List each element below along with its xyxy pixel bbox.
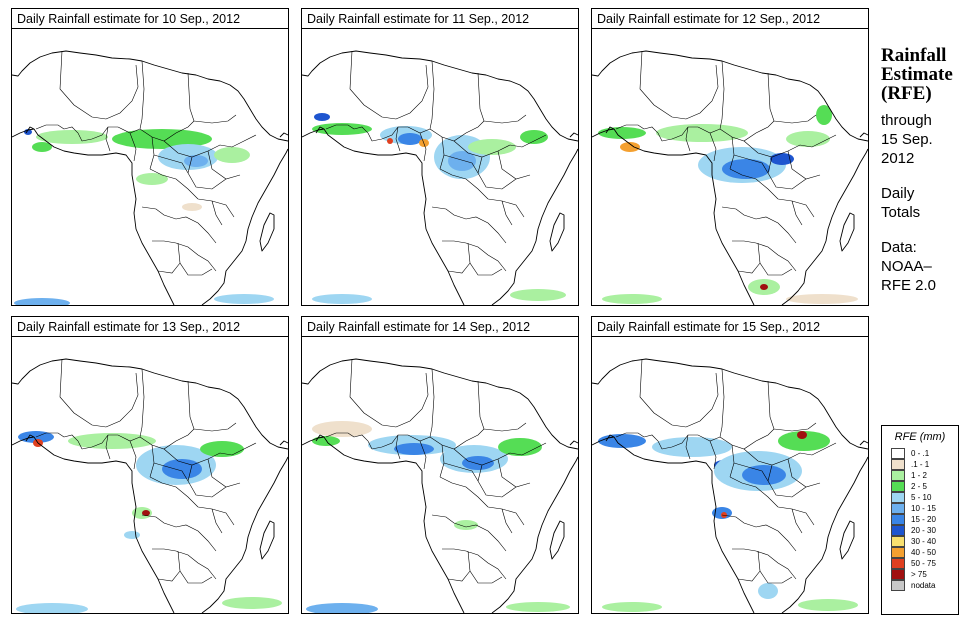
panel-4: Daily Rainfall estimate for 13 Sep., 201…: [11, 316, 289, 614]
legend-item: 40 - 50: [891, 547, 958, 558]
panel-title: Daily Rainfall estimate for 13 Sep., 201…: [12, 317, 288, 337]
legend-item: nodata: [891, 580, 958, 591]
legend-swatch: [891, 470, 905, 481]
legend-label: 20 - 30: [911, 526, 936, 535]
legend-label: 2 - 5: [911, 482, 928, 491]
legend-swatch: [891, 514, 905, 525]
legend-item: 20 - 30: [891, 525, 958, 536]
legend-label: > 75: [911, 570, 927, 579]
panel-title: Daily Rainfall estimate for 11 Sep., 201…: [302, 9, 578, 29]
through-date-line-1: 15 Sep.: [881, 131, 933, 148]
through-date-line-2: 2012: [881, 150, 915, 167]
legend-swatch: [891, 525, 905, 536]
legend-label: .1 - 1: [911, 460, 930, 469]
legend-item: 15 - 20: [891, 514, 958, 525]
totals-line-1: Daily: [881, 185, 915, 202]
legend-swatch: [891, 580, 905, 591]
legend-label: nodata: [911, 581, 936, 590]
legend-label: 10 - 15: [911, 504, 936, 513]
legend-title: RFE (mm): [894, 431, 946, 443]
title-line-1: Rainfall: [881, 45, 947, 66]
legend-item: 30 - 40: [891, 536, 958, 547]
rainfall-patches: [306, 421, 570, 613]
rainfall-patches: [16, 431, 282, 613]
legend-label: 40 - 50: [911, 548, 936, 557]
panel-5: Daily Rainfall estimate for 14 Sep., 201…: [301, 316, 579, 614]
legend-swatch: [891, 459, 905, 470]
legend-label: 0 - .1: [911, 449, 930, 458]
panel-title: Daily Rainfall estimate for 14 Sep., 201…: [302, 317, 578, 337]
panel-title: Daily Rainfall estimate for 12 Sep., 201…: [592, 9, 868, 29]
legend-swatch: [891, 558, 905, 569]
legend-swatch: [891, 503, 905, 514]
legend-label: 1 - 2: [911, 471, 928, 480]
legend-item: > 75: [891, 569, 958, 580]
legend-label: 30 - 40: [911, 537, 936, 546]
legend-swatch: [891, 448, 905, 459]
panel-title: Daily Rainfall estimate for 15 Sep., 201…: [592, 317, 868, 337]
title-line-3: (RFE): [881, 83, 932, 104]
legend-swatch: [891, 481, 905, 492]
legend-swatch: [891, 547, 905, 558]
legend-label: 5 - 10: [911, 493, 932, 502]
africa-rainfall-map: [12, 337, 288, 613]
map-description: Rainfall Estimate (RFE) through 15 Sep. …: [881, 46, 967, 295]
panel-title: Daily Rainfall estimate for 10 Sep., 201…: [12, 9, 288, 29]
totals-line-2: Totals: [881, 204, 921, 221]
africa-rainfall-map: [12, 29, 288, 305]
legend-item: 1 - 2: [891, 470, 958, 481]
rainfall-patches: [14, 129, 274, 305]
through-label: through: [881, 112, 932, 129]
legend-swatch: [891, 536, 905, 547]
title-line-2: Estimate: [881, 64, 953, 85]
panel-2: Daily Rainfall estimate for 11 Sep., 201…: [301, 8, 579, 306]
rainfall-patches: [312, 113, 566, 304]
africa-rainfall-map: [302, 29, 578, 305]
legend-item: 5 - 10: [891, 492, 958, 503]
source-line-2: RFE 2.0: [881, 277, 937, 294]
rainfall-legend: RFE (mm) 0 - .1 .1 - 1 1 - 2 2 - 5 5 - 10 10 …: [881, 425, 959, 615]
africa-rainfall-map: [302, 337, 578, 613]
legend-item: .1 - 1: [891, 459, 958, 470]
panel-6: Daily Rainfall estimate for 15 Sep., 201…: [591, 316, 869, 614]
rainfall-patches: [598, 105, 858, 304]
legend-swatch: [891, 569, 905, 580]
legend-label: 15 - 20: [911, 515, 936, 524]
panel-3: Daily Rainfall estimate for 12 Sep., 201…: [591, 8, 869, 306]
legend-item: 0 - .1: [891, 448, 958, 459]
panel-1: Daily Rainfall estimate for 10 Sep., 201…: [11, 8, 289, 306]
source-line-1: NOAA–: [881, 258, 932, 275]
africa-rainfall-map: [592, 337, 868, 613]
legend-item: 50 - 75: [891, 558, 958, 569]
rainfall-patches: [598, 431, 858, 612]
legend-item: 2 - 5: [891, 481, 958, 492]
legend-item: 10 - 15: [891, 503, 958, 514]
legend-label: 50 - 75: [911, 559, 936, 568]
data-label: Data:: [881, 239, 917, 256]
legend-swatch: [891, 492, 905, 503]
legend-items: 0 - .1 .1 - 1 1 - 2 2 - 5 5 - 10 10 - 15 15 - …: [882, 448, 958, 591]
africa-rainfall-map: [592, 29, 868, 305]
